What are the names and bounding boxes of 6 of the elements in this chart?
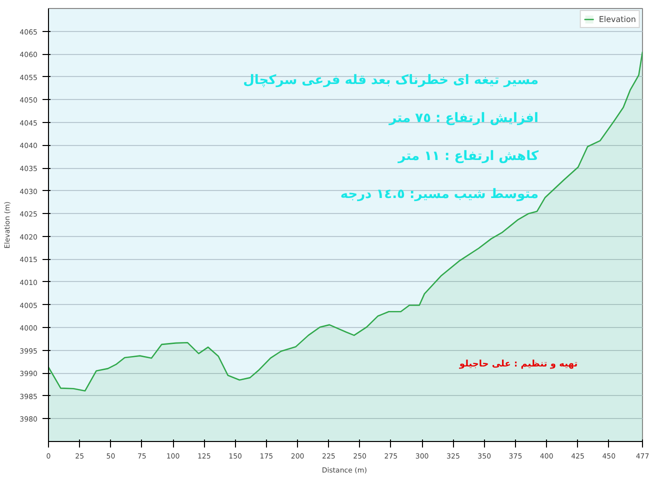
annotation: متوسط شیب مسیر: ١٤.٥ درجه	[340, 187, 539, 202]
annotation: تهیه و تنظیم : علی حاجیلو	[458, 360, 578, 370]
annotation: مسیر تیغه ای خطرناک بعد قله فرعی سرکچال	[243, 73, 539, 88]
legend-label: Elevation	[598, 14, 636, 24]
annotation: افزایش ارتفاع : ٧٥ متر	[388, 111, 539, 126]
annotation: کاهش ارتفاع : ١١ متر	[397, 149, 539, 164]
